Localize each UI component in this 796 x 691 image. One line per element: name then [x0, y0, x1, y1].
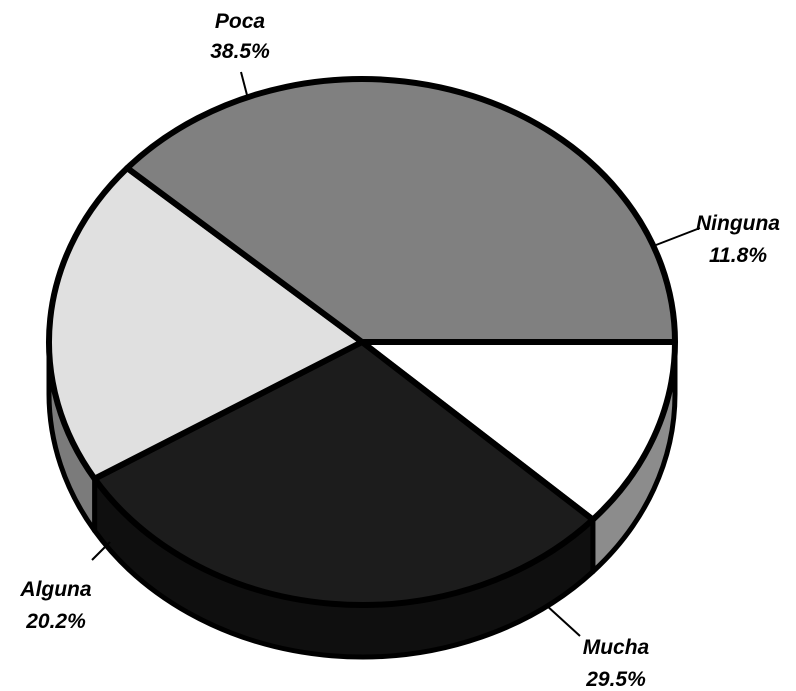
leader-line-ninguna — [655, 227, 701, 246]
slice-mucha — [91, 339, 596, 608]
pie-top-slices — [46, 76, 678, 608]
leader-lines — [91, 71, 701, 637]
label-alguna-name: Alguna — [19, 578, 91, 601]
label-alguna-value: 20.2% — [25, 610, 86, 633]
leader-line-alguna — [91, 541, 111, 561]
label-poca-value: 38.5% — [210, 40, 270, 63]
slice-alguna — [46, 165, 365, 482]
label-ninguna-name: Ninguna — [696, 212, 780, 235]
label-mucha-value: 29.5% — [585, 668, 646, 691]
slice-poca — [124, 76, 678, 345]
leader-line-poca — [240, 71, 248, 96]
label-mucha-name: Mucha — [583, 636, 650, 659]
slice-ninguna — [359, 339, 678, 523]
label-ninguna-value: 11.8% — [709, 244, 767, 267]
leader-line-mucha — [545, 604, 581, 637]
label-poca-name: Poca — [215, 10, 266, 33]
